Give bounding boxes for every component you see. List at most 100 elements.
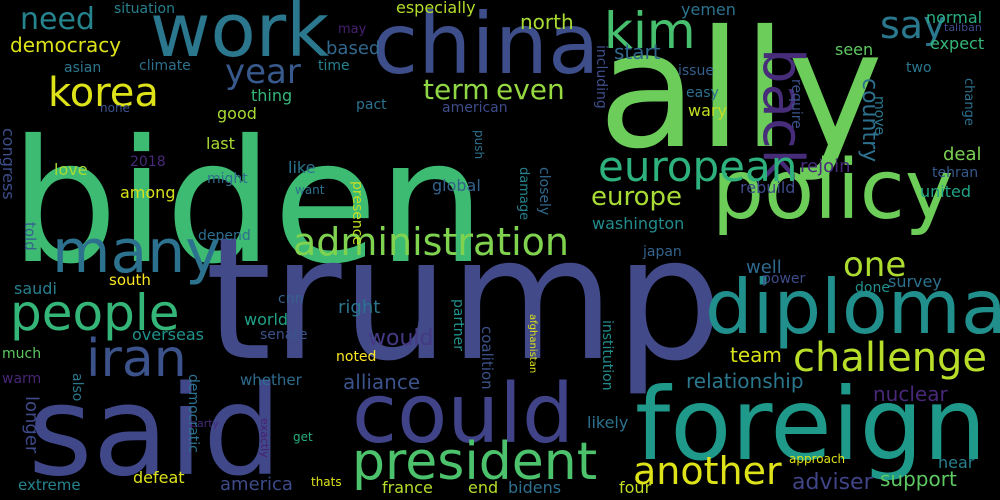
word-rebuild: rebuild [740, 178, 796, 197]
word-yemen: yemen [681, 0, 736, 19]
word-move: move [871, 96, 887, 136]
word-united: united [920, 182, 971, 201]
word-institution: institution [599, 320, 615, 391]
word-defeat: defeat [133, 468, 185, 487]
word-south: south [109, 271, 151, 289]
word-time: time [318, 58, 350, 74]
word-japan: japan [643, 244, 682, 260]
word-rejoin: rejoin [800, 156, 851, 177]
word-get: get [293, 430, 313, 444]
word-iran: iran [86, 329, 187, 389]
word-could: could [352, 367, 575, 462]
word-american: american [442, 100, 508, 116]
word-washington: washington [592, 214, 685, 233]
word-one: one [843, 245, 907, 285]
word-change: change [961, 78, 976, 126]
word-whether: whether [240, 371, 302, 389]
word-expect: expect [930, 34, 985, 53]
word-require: require [788, 79, 804, 129]
word-last: last [206, 134, 235, 153]
word-also: also [69, 373, 85, 402]
word-likely: likely [587, 413, 629, 432]
word-global: global [432, 176, 481, 195]
word-said: said [28, 360, 282, 500]
word-pact: pact [356, 97, 387, 113]
word-start: start [614, 40, 661, 64]
word-depend: depend [198, 228, 251, 244]
word-two: two [906, 60, 932, 76]
word-year: year [225, 52, 301, 92]
word-ally: ally [598, 0, 884, 185]
word-relationship: relationship [686, 369, 804, 393]
word-support: support [880, 467, 957, 491]
word-done: done [855, 280, 890, 296]
word-seen: seen [835, 40, 874, 59]
word-foreign: foreign [635, 366, 987, 483]
word-term: term [423, 73, 490, 106]
word-europe: europe [591, 182, 682, 212]
word-including: including [593, 45, 609, 109]
word-well: well [746, 257, 782, 278]
word-asian: asian [64, 60, 102, 76]
word-especially: especially [396, 0, 476, 17]
word-policy: policy [712, 143, 954, 238]
word-presence: presence [349, 181, 365, 246]
word-democracy: democracy [10, 33, 122, 57]
word-power: power [762, 271, 806, 287]
word-korea: korea [48, 70, 159, 116]
word-even: even [496, 73, 565, 106]
word-trump: trump [205, 201, 723, 399]
word-saudi: saudi [14, 279, 57, 298]
word-among: among [120, 183, 176, 202]
word-near: near [938, 453, 975, 472]
word-afghanistan: afghanistan [527, 314, 538, 374]
word-partner: partner [450, 299, 466, 351]
word-senate: senate [260, 327, 308, 343]
word-democratic: democratic [185, 374, 201, 453]
word-need: need [20, 2, 95, 37]
word-survey: survey [888, 272, 942, 291]
word-european: european [598, 142, 798, 191]
word-warm: warm [2, 371, 42, 387]
word-congress: congress [0, 128, 18, 200]
word-right: right [338, 297, 381, 318]
word-exactly: exactly [258, 418, 271, 458]
word-noted: noted [336, 349, 377, 365]
word-issue: issue [678, 63, 714, 79]
word-say: say [880, 3, 946, 47]
word-damage: damage [516, 167, 531, 221]
word-would: would [368, 326, 434, 351]
word-may: may [338, 22, 367, 37]
word-party: party [190, 417, 220, 430]
word-coalition: coalition [478, 326, 496, 390]
word-climate: climate [139, 58, 191, 74]
word-approach: approach [789, 452, 846, 466]
word-end: end [468, 478, 499, 497]
word-kim: kim [604, 2, 696, 60]
word-four: four [619, 478, 652, 497]
word-team: team [730, 343, 782, 367]
word-situation: situation [114, 1, 175, 17]
word-none: none [100, 101, 130, 115]
word-taliban: taliban [944, 21, 982, 34]
word-overseas: overseas [132, 325, 204, 344]
word-tehran: tehran [932, 165, 979, 181]
word-2018: 2018 [130, 154, 166, 170]
word-china: china [372, 0, 600, 93]
word-president: president [352, 432, 598, 492]
word-easy: easy [686, 85, 719, 101]
word-deal: deal [943, 144, 982, 165]
word-much: much [2, 346, 42, 362]
word-cnn: cnn [278, 291, 304, 307]
word-thats: thats [311, 475, 342, 489]
word-work: work [150, 0, 330, 74]
word-push: push [472, 130, 486, 160]
word-alliance: alliance [343, 370, 421, 394]
word-another: another [633, 449, 782, 493]
word-america: america [220, 474, 293, 495]
word-want: want [295, 183, 325, 197]
word-told: told [21, 222, 39, 251]
word-france: france [382, 478, 433, 497]
word-nuclear: nuclear [873, 382, 948, 406]
